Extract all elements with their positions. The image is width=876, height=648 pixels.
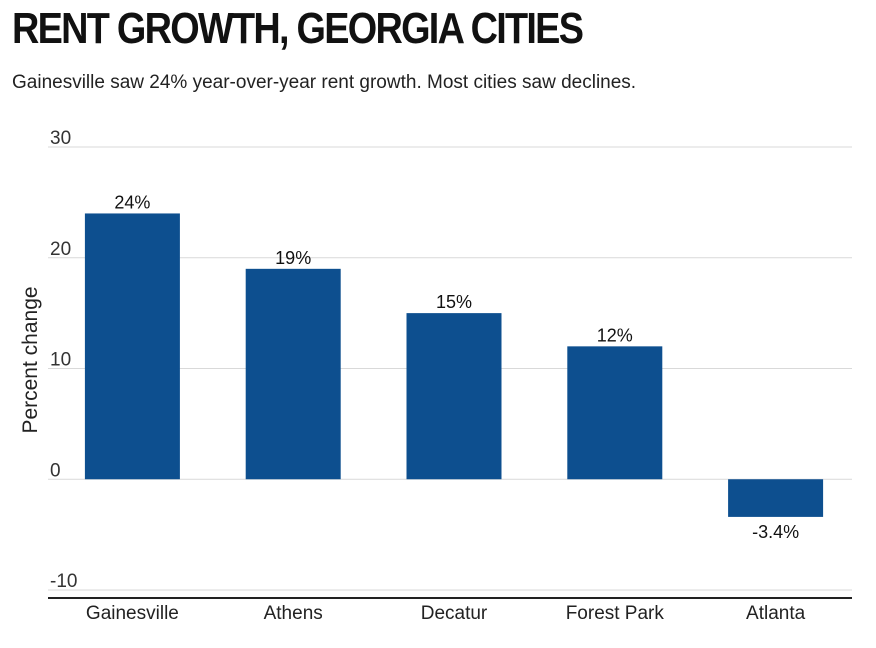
x-tick-label: Decatur (421, 603, 488, 624)
y-tick-label: 0 (50, 460, 61, 481)
bar-gainesville (84, 213, 180, 480)
x-tick-label: Forest Park (566, 603, 665, 624)
y-tick-label: -10 (50, 571, 77, 592)
data-label: 19% (275, 248, 311, 268)
data-label: 12% (597, 325, 633, 345)
data-label: -3.4% (752, 522, 799, 542)
y-tick-label: 20 (50, 239, 71, 260)
bar-atlanta (728, 479, 824, 517)
x-tick-label: Atlanta (746, 603, 806, 624)
x-axis-categories: Gainesville Athens Decatur Forest Park Atlan… (86, 603, 806, 624)
y-axis-label: Percent change (19, 286, 42, 433)
y-tick-label: 10 (50, 350, 71, 371)
bar-forest-park (567, 346, 663, 480)
x-tick-label: Gainesville (86, 603, 179, 624)
data-label: 15% (436, 292, 472, 312)
bar-athens (245, 268, 341, 480)
bars (84, 213, 824, 517)
data-label: 24% (114, 192, 150, 212)
x-tick-label: Athens (264, 603, 323, 624)
y-axis-ticks: 30 20 10 0 -10 (50, 128, 77, 592)
y-tick-label: 30 (50, 128, 71, 149)
data-labels: 24% 19% 15% 12% -3.4% (114, 192, 799, 541)
gridlines (48, 146, 852, 591)
bar-decatur (406, 313, 502, 480)
chart-subtitle: Gainesville saw 24% year-over-year rent … (12, 72, 637, 93)
chart-title: RENT GROWTH, GEORGIA CITIES (12, 4, 584, 53)
